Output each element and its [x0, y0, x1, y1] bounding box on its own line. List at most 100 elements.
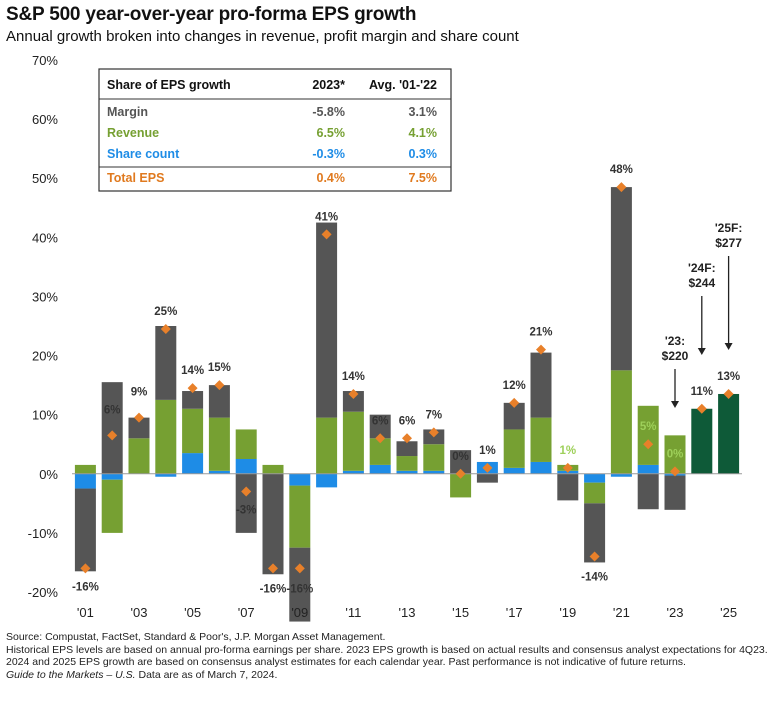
- total-eps-marker: [134, 412, 144, 423]
- revenue-bar: [262, 464, 284, 474]
- revenue-bar: [74, 464, 96, 474]
- revenue-bar: [637, 405, 659, 465]
- revenue-bar: [182, 408, 204, 454]
- y-tick-label: 70%: [32, 53, 58, 68]
- data-label: 21%: [529, 327, 552, 339]
- y-tick-label: 10%: [32, 408, 58, 423]
- data-label: 6%: [399, 415, 416, 427]
- footer-notes: Source: Compustat, FactSet, Standard & P…: [6, 631, 776, 681]
- forecast-bar: [691, 408, 713, 474]
- data-label: 1%: [559, 445, 576, 457]
- share-count-bar: [74, 473, 96, 489]
- data-label: 25%: [154, 306, 177, 318]
- data-label: 14%: [181, 365, 204, 377]
- revenue-bar: [610, 370, 632, 474]
- data-label: 13%: [717, 371, 740, 383]
- revenue-bar: [208, 417, 230, 471]
- margin-bar: [584, 503, 606, 563]
- share-count-bar: [289, 473, 311, 486]
- total-eps-marker: [509, 397, 520, 408]
- revenue-bar: [530, 417, 552, 462]
- data-label: 14%: [342, 371, 365, 383]
- guide-note: Guide to the Markets – U.S. Data are as …: [6, 669, 776, 682]
- total-eps-marker: [696, 403, 707, 414]
- margin-bar: [262, 473, 284, 575]
- share-count-bar: [342, 470, 364, 474]
- revenue-bar: [369, 438, 391, 465]
- total-eps-marker: [670, 466, 680, 477]
- data-table-box: [98, 68, 452, 192]
- data-label: 9%: [131, 387, 148, 399]
- x-tick-label: '23: [667, 605, 684, 620]
- total-eps-marker: [562, 462, 573, 473]
- revenue-bar: [101, 479, 123, 533]
- eps-growth-chart: -20% -10% 0% 10% 20% 30% 40% 50% 60% 70% -16% 6% 9% 2…: [28, 53, 743, 622]
- total-eps-marker: [402, 433, 412, 444]
- source-note: Source: Compustat, FactSet, Standard & P…: [6, 631, 386, 643]
- data-label: 41%: [315, 211, 338, 223]
- share-count-bar: [503, 467, 525, 474]
- data-label: -16%: [72, 581, 99, 593]
- margin-bar: [155, 326, 177, 400]
- margin-bar: [476, 473, 498, 483]
- data-label: 48%: [610, 164, 633, 176]
- y-tick-label: -10%: [28, 526, 59, 541]
- data-label: 1%: [479, 445, 496, 457]
- table-row-avg: 4.1%: [409, 126, 438, 140]
- share-count-bar: [182, 453, 204, 474]
- y-tick-label: -20%: [28, 585, 59, 600]
- y-tick-label: 30%: [32, 289, 58, 304]
- table-header-avg: Avg. '01-'22: [369, 78, 437, 92]
- table-row-2023: 0.4%: [317, 171, 346, 185]
- total-eps-marker: [455, 468, 466, 479]
- total-eps-marker: [428, 427, 439, 438]
- margin-bar: [530, 352, 552, 418]
- margin-bar: [74, 488, 96, 572]
- table-row-label: Total EPS: [107, 171, 164, 185]
- eps-level-label: '23:: [665, 334, 685, 348]
- share-count-bar: [530, 461, 552, 474]
- x-tick-label: '17: [506, 605, 523, 620]
- methodology-note: Historical EPS levels are based on annua…: [6, 643, 768, 669]
- total-eps-marker: [80, 563, 91, 574]
- share-count-bar: [369, 464, 391, 474]
- total-eps-marker: [375, 433, 386, 444]
- data-label: -16%: [286, 583, 313, 595]
- table-row-avg: 7.5%: [409, 171, 438, 185]
- data-label: 11%: [691, 386, 713, 398]
- total-eps-marker: [160, 323, 171, 334]
- total-eps-marker: [723, 388, 734, 399]
- revenue-bar: [503, 429, 525, 468]
- data-label: -3%: [236, 505, 256, 517]
- data-label: 0%: [667, 448, 684, 460]
- revenue-bar: [316, 417, 338, 474]
- eps-level-label: '25F:: [715, 221, 743, 235]
- total-eps-marker: [294, 563, 305, 574]
- margin-bar: [342, 391, 364, 412]
- forecast-bar: [718, 393, 740, 474]
- chart-subtitle: Annual growth broken into changes in rev…: [6, 28, 519, 45]
- eps-level-label: $277: [715, 236, 742, 250]
- y-tick-label: 20%: [32, 349, 58, 364]
- total-eps-marker: [214, 380, 225, 391]
- data-label: -16%: [260, 583, 287, 595]
- total-eps-marker: [187, 383, 198, 394]
- data-label: 6%: [104, 404, 121, 416]
- table-row-2023: -5.8%: [312, 105, 345, 119]
- annotation-arrowhead: [671, 401, 679, 408]
- data-label: 7%: [425, 409, 442, 421]
- total-eps-marker: [616, 182, 627, 193]
- revenue-bar: [664, 435, 686, 474]
- margin-bar: [610, 187, 632, 371]
- margin-bar: [503, 402, 525, 430]
- margin-bar: [316, 222, 338, 418]
- x-tick-label: '09: [291, 605, 308, 620]
- table-row-label: Share count: [107, 147, 180, 161]
- eps-level-label: '24F:: [688, 261, 716, 275]
- data-label: 0%: [452, 451, 469, 463]
- x-tick-label: '03: [131, 605, 148, 620]
- total-eps-marker: [107, 430, 118, 441]
- table-row-avg: 3.1%: [409, 105, 438, 119]
- x-tick-label: '13: [399, 605, 416, 620]
- data-label: 15%: [208, 362, 231, 374]
